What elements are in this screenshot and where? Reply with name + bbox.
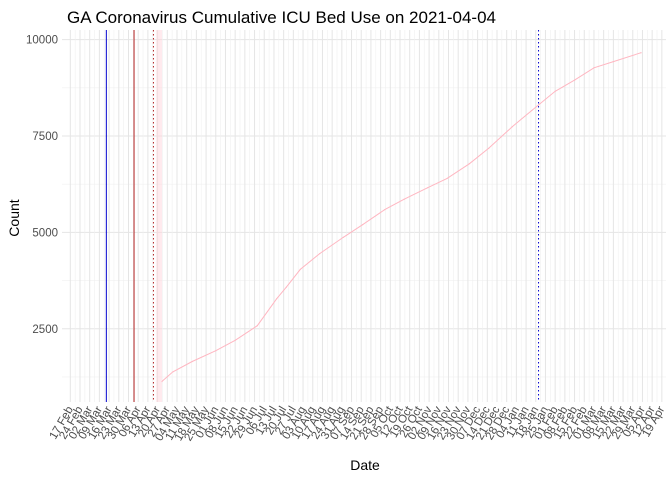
series-point [319, 252, 321, 255]
reference-lines [105, 30, 540, 402]
y-axis-title: Count [6, 199, 22, 236]
series-point [299, 268, 301, 270]
y-tick-label: 2500 [32, 324, 58, 336]
y-tick-label: 10000 [26, 35, 58, 47]
grid [62, 30, 666, 402]
series-layer [155, 30, 642, 402]
x-axis-title: Date [350, 457, 380, 473]
series-point [554, 90, 556, 92]
series-point [256, 325, 258, 327]
series-point [488, 147, 490, 149]
series-point [640, 52, 642, 54]
series-point [612, 61, 614, 63]
series-point [234, 339, 236, 341]
series-point [593, 67, 595, 69]
series-point [427, 187, 429, 189]
series-point [511, 126, 513, 128]
series-point [342, 236, 344, 238]
series-point [384, 209, 386, 211]
series-point [362, 224, 364, 226]
series-point [446, 177, 448, 180]
series-point [191, 360, 193, 363]
series-point [285, 286, 288, 288]
series-point [468, 163, 470, 165]
y-tick-label: 7500 [32, 131, 58, 143]
series-point [531, 109, 533, 112]
series-point [215, 350, 217, 352]
series-point [276, 298, 278, 300]
y-axis-ticks: 2500 5000 7500 10000 [26, 35, 58, 336]
series-point [172, 371, 174, 373]
chart-title: GA Coronavirus Cumulative ICU Bed Use on… [67, 8, 496, 27]
y-tick-label: 5000 [32, 227, 58, 239]
series-point [573, 79, 576, 81]
series-point [403, 198, 405, 200]
